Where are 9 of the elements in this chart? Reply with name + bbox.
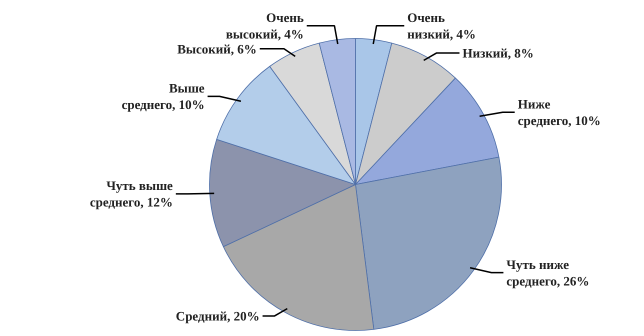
slice-label: Чуть выше среднего, 12% [90,178,174,210]
slice-label: Высокий, 6% [177,41,257,56]
slice-label: Чуть ниже среднего, 26% [506,256,590,288]
slice-label: Низкий, 8% [462,46,534,61]
slice-label: Средний, 20% [176,308,260,324]
slice-label: Ниже среднего, 10% [518,96,601,128]
slice-label: Очень высокий, 4% [226,10,304,42]
slice-label: Выше среднего, 10% [122,80,205,112]
slice-label: Очень низкий, 4% [407,10,476,42]
